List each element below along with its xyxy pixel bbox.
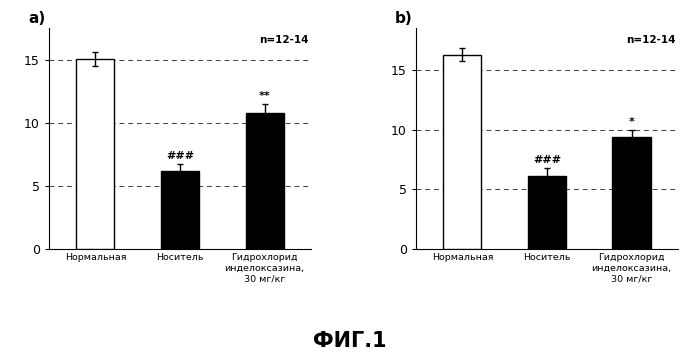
Text: b): b) xyxy=(395,11,412,26)
Bar xyxy=(161,170,199,248)
Bar xyxy=(528,176,566,248)
Bar xyxy=(245,113,284,248)
Text: *: * xyxy=(628,117,635,127)
Text: **: ** xyxy=(259,91,271,101)
Text: n=12-14: n=12-14 xyxy=(626,35,675,45)
Text: a): a) xyxy=(28,11,45,26)
Text: n=12-14: n=12-14 xyxy=(259,35,308,45)
Bar xyxy=(612,137,651,248)
Text: ###: ### xyxy=(533,155,561,165)
Text: ###: ### xyxy=(166,151,194,161)
Bar xyxy=(443,55,482,248)
Text: ФИГ.1: ФИГ.1 xyxy=(312,332,387,351)
Bar xyxy=(76,59,115,248)
